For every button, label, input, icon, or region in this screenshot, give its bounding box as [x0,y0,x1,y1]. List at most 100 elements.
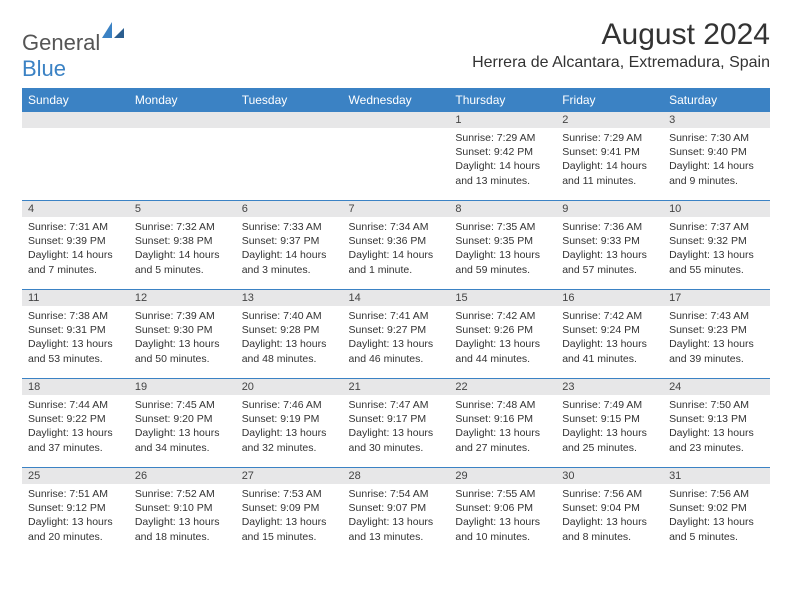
sunset-text: Sunset: 9:41 PM [562,145,657,159]
sunrise-text: Sunrise: 7:34 AM [349,220,444,234]
location-subtitle: Herrera de Alcantara, Extremadura, Spain [472,54,770,72]
daylight-text: Daylight: 13 hours and 27 minutes. [455,426,550,454]
sunrise-text: Sunrise: 7:36 AM [562,220,657,234]
day-number: 20 [236,379,343,395]
sunrise-text: Sunrise: 7:43 AM [669,309,764,323]
sunrise-text: Sunrise: 7:54 AM [349,487,444,501]
calendar-cell: 21Sunrise: 7:47 AMSunset: 9:17 PMDayligh… [343,379,450,468]
calendar-cell: 20Sunrise: 7:46 AMSunset: 9:19 PMDayligh… [236,379,343,468]
day-detail: Sunrise: 7:41 AMSunset: 9:27 PMDaylight:… [343,306,450,368]
dow-mon: Monday [129,88,236,112]
sunrise-text: Sunrise: 7:53 AM [242,487,337,501]
sunset-text: Sunset: 9:02 PM [669,501,764,515]
daylight-text: Daylight: 14 hours and 13 minutes. [455,159,550,187]
day-number: 10 [663,201,770,217]
day-number: 24 [663,379,770,395]
day-of-week-header: Sunday Monday Tuesday Wednesday Thursday… [22,88,770,112]
calendar-week: 1Sunrise: 7:29 AMSunset: 9:42 PMDaylight… [22,112,770,201]
calendar-cell: 9Sunrise: 7:36 AMSunset: 9:33 PMDaylight… [556,201,663,290]
calendar-cell: 30Sunrise: 7:56 AMSunset: 9:04 PMDayligh… [556,468,663,557]
dow-thu: Thursday [449,88,556,112]
sunrise-text: Sunrise: 7:31 AM [28,220,123,234]
sunrise-text: Sunrise: 7:52 AM [135,487,230,501]
daylight-text: Daylight: 13 hours and 25 minutes. [562,426,657,454]
sunrise-text: Sunrise: 7:46 AM [242,398,337,412]
day-detail: Sunrise: 7:42 AMSunset: 9:24 PMDaylight:… [556,306,663,368]
calendar-body: 1Sunrise: 7:29 AMSunset: 9:42 PMDaylight… [22,112,770,556]
sunset-text: Sunset: 9:13 PM [669,412,764,426]
day-detail: Sunrise: 7:29 AMSunset: 9:42 PMDaylight:… [449,128,556,190]
dow-wed: Wednesday [343,88,450,112]
sunset-text: Sunset: 9:24 PM [562,323,657,337]
day-detail: Sunrise: 7:43 AMSunset: 9:23 PMDaylight:… [663,306,770,368]
day-number: 26 [129,468,236,484]
day-number: 21 [343,379,450,395]
calendar-cell: 22Sunrise: 7:48 AMSunset: 9:16 PMDayligh… [449,379,556,468]
day-detail: Sunrise: 7:56 AMSunset: 9:02 PMDaylight:… [663,484,770,546]
logo: General Blue [22,18,124,82]
day-number [236,112,343,128]
sunrise-text: Sunrise: 7:47 AM [349,398,444,412]
day-detail: Sunrise: 7:36 AMSunset: 9:33 PMDaylight:… [556,217,663,279]
calendar-cell: 19Sunrise: 7:45 AMSunset: 9:20 PMDayligh… [129,379,236,468]
day-detail: Sunrise: 7:29 AMSunset: 9:41 PMDaylight:… [556,128,663,190]
day-detail: Sunrise: 7:50 AMSunset: 9:13 PMDaylight:… [663,395,770,457]
calendar-cell: 14Sunrise: 7:41 AMSunset: 9:27 PMDayligh… [343,290,450,379]
calendar-week: 25Sunrise: 7:51 AMSunset: 9:12 PMDayligh… [22,468,770,557]
sunrise-text: Sunrise: 7:45 AM [135,398,230,412]
day-detail: Sunrise: 7:40 AMSunset: 9:28 PMDaylight:… [236,306,343,368]
calendar-week: 18Sunrise: 7:44 AMSunset: 9:22 PMDayligh… [22,379,770,468]
sunrise-text: Sunrise: 7:42 AM [455,309,550,323]
calendar-cell: 18Sunrise: 7:44 AMSunset: 9:22 PMDayligh… [22,379,129,468]
calendar-cell: 23Sunrise: 7:49 AMSunset: 9:15 PMDayligh… [556,379,663,468]
calendar-cell: 7Sunrise: 7:34 AMSunset: 9:36 PMDaylight… [343,201,450,290]
daylight-text: Daylight: 13 hours and 48 minutes. [242,337,337,365]
day-number: 27 [236,468,343,484]
day-number [343,112,450,128]
day-number: 31 [663,468,770,484]
calendar-cell [129,112,236,201]
sunrise-text: Sunrise: 7:33 AM [242,220,337,234]
sunset-text: Sunset: 9:06 PM [455,501,550,515]
day-number: 7 [343,201,450,217]
daylight-text: Daylight: 13 hours and 55 minutes. [669,248,764,276]
daylight-text: Daylight: 13 hours and 30 minutes. [349,426,444,454]
sunrise-text: Sunrise: 7:41 AM [349,309,444,323]
daylight-text: Daylight: 13 hours and 44 minutes. [455,337,550,365]
calendar-cell: 3Sunrise: 7:30 AMSunset: 9:40 PMDaylight… [663,112,770,201]
day-number: 11 [22,290,129,306]
sunset-text: Sunset: 9:39 PM [28,234,123,248]
calendar-week: 11Sunrise: 7:38 AMSunset: 9:31 PMDayligh… [22,290,770,379]
day-number: 2 [556,112,663,128]
sunrise-text: Sunrise: 7:38 AM [28,309,123,323]
day-number: 18 [22,379,129,395]
day-number: 28 [343,468,450,484]
logo-text-2: Blue [22,56,66,81]
sunrise-text: Sunrise: 7:51 AM [28,487,123,501]
title-block: August 2024 Herrera de Alcantara, Extrem… [472,18,770,72]
day-detail: Sunrise: 7:42 AMSunset: 9:26 PMDaylight:… [449,306,556,368]
sunrise-text: Sunrise: 7:29 AM [562,131,657,145]
daylight-text: Daylight: 13 hours and 8 minutes. [562,515,657,543]
daylight-text: Daylight: 14 hours and 7 minutes. [28,248,123,276]
day-detail: Sunrise: 7:31 AMSunset: 9:39 PMDaylight:… [22,217,129,279]
calendar-cell [22,112,129,201]
calendar-cell: 16Sunrise: 7:42 AMSunset: 9:24 PMDayligh… [556,290,663,379]
day-number: 16 [556,290,663,306]
day-number: 14 [343,290,450,306]
daylight-text: Daylight: 13 hours and 20 minutes. [28,515,123,543]
logo-sail-icon [102,22,124,38]
sunrise-text: Sunrise: 7:40 AM [242,309,337,323]
day-detail: Sunrise: 7:51 AMSunset: 9:12 PMDaylight:… [22,484,129,546]
sunset-text: Sunset: 9:26 PM [455,323,550,337]
day-detail: Sunrise: 7:46 AMSunset: 9:19 PMDaylight:… [236,395,343,457]
calendar-cell: 5Sunrise: 7:32 AMSunset: 9:38 PMDaylight… [129,201,236,290]
day-detail: Sunrise: 7:32 AMSunset: 9:38 PMDaylight:… [129,217,236,279]
sunrise-text: Sunrise: 7:49 AM [562,398,657,412]
day-detail: Sunrise: 7:33 AMSunset: 9:37 PMDaylight:… [236,217,343,279]
daylight-text: Daylight: 13 hours and 23 minutes. [669,426,764,454]
dow-sat: Saturday [663,88,770,112]
sunset-text: Sunset: 9:15 PM [562,412,657,426]
calendar-week: 4Sunrise: 7:31 AMSunset: 9:39 PMDaylight… [22,201,770,290]
sunrise-text: Sunrise: 7:56 AM [562,487,657,501]
